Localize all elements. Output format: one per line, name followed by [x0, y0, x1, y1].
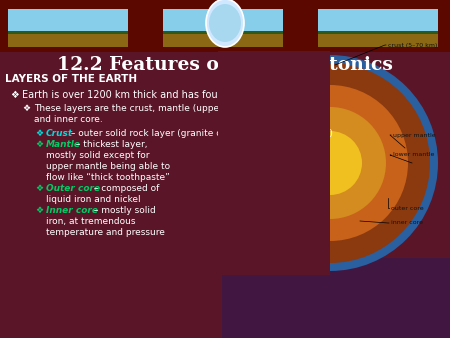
Text: inner core: inner core: [391, 220, 423, 225]
Circle shape: [222, 55, 438, 271]
Bar: [318, 9, 438, 32]
Circle shape: [230, 63, 430, 263]
Text: ❖: ❖: [35, 184, 43, 193]
Text: Earth is over 1200 km thick and has four distinct layers.: Earth is over 1200 km thick and has four…: [22, 90, 297, 100]
Text: ❖: ❖: [22, 104, 30, 113]
Bar: [0, 258, 450, 338]
Bar: [8, 32, 128, 47]
Text: upper mantle: upper mantle: [393, 132, 436, 138]
Bar: [8, 31, 128, 34]
Text: crust (5–70 km): crust (5–70 km): [388, 43, 437, 48]
Text: LAYERS OF THE EARTH: LAYERS OF THE EARTH: [5, 74, 137, 84]
Circle shape: [274, 107, 386, 219]
Bar: [0, 0, 450, 52]
Circle shape: [252, 85, 408, 241]
Text: outer core: outer core: [391, 206, 423, 211]
Bar: [318, 31, 438, 34]
Text: temperature and pressure: temperature and pressure: [46, 228, 165, 237]
Text: ❖: ❖: [10, 90, 19, 100]
Text: 12.2 Features of Plate Tectonics: 12.2 Features of Plate Tectonics: [57, 56, 393, 74]
Circle shape: [298, 131, 362, 195]
Bar: [163, 32, 283, 47]
Text: and inner core.: and inner core.: [34, 115, 103, 124]
Text: ❖: ❖: [35, 206, 43, 215]
Bar: [0, 72, 450, 338]
Ellipse shape: [209, 4, 241, 42]
Text: Inner core: Inner core: [46, 206, 98, 215]
Bar: [318, 32, 438, 47]
Text: – thickest layer,: – thickest layer,: [73, 140, 148, 149]
Text: These layers are the crust, mantle (upper and lower), outer core,: These layers are the crust, mantle (uppe…: [34, 104, 329, 113]
Text: iron, at tremendous: iron, at tremendous: [46, 217, 135, 226]
Text: – mostly solid: – mostly solid: [91, 206, 156, 215]
Bar: [8, 9, 128, 32]
Text: – outer solid rock layer (granite on land, basalt in oceans): – outer solid rock layer (granite on lan…: [68, 129, 333, 138]
Text: upper mantle being able to: upper mantle being able to: [46, 162, 170, 171]
Text: ❖: ❖: [35, 129, 43, 138]
Text: mostly solid except for: mostly solid except for: [46, 151, 149, 160]
Text: Mantle: Mantle: [46, 140, 81, 149]
Text: flow like “thick toothpaste”: flow like “thick toothpaste”: [46, 173, 170, 182]
Text: Outer core: Outer core: [46, 184, 100, 193]
Text: Crust: Crust: [46, 129, 73, 138]
Bar: [0, 77, 222, 338]
Text: ❖: ❖: [35, 140, 43, 149]
Ellipse shape: [206, 0, 244, 47]
Text: – composed of: – composed of: [91, 184, 159, 193]
Text: liquid iron and nickel: liquid iron and nickel: [46, 195, 140, 204]
Bar: [218, 51, 330, 275]
Text: lower mantle: lower mantle: [393, 152, 434, 158]
Bar: [163, 31, 283, 34]
Bar: [163, 9, 283, 32]
